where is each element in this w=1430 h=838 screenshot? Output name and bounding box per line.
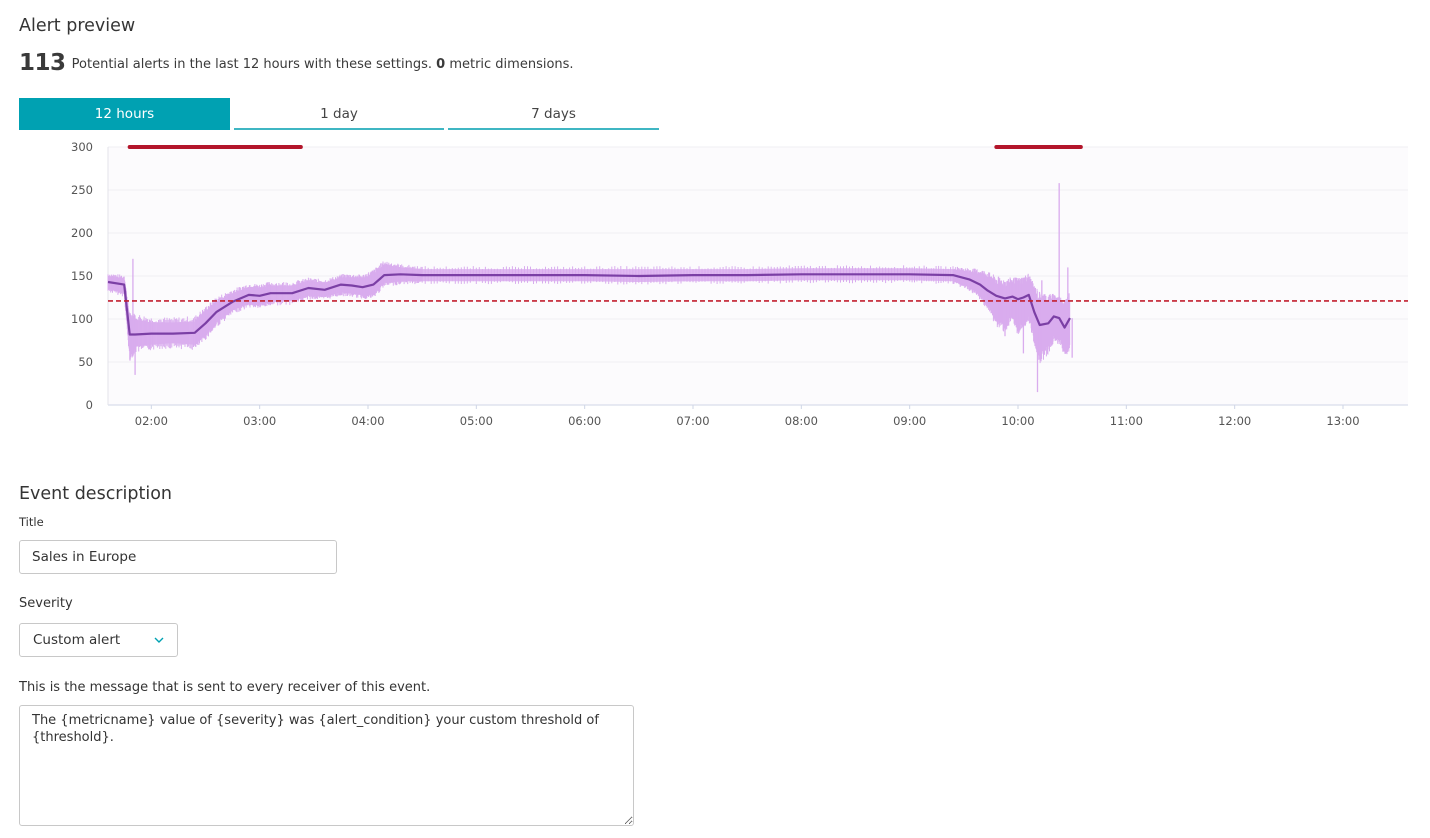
y-tick-label: 150 bbox=[71, 269, 93, 283]
x-tick-label: 09:00 bbox=[893, 414, 926, 428]
y-tick-label: 200 bbox=[71, 226, 93, 240]
y-tick-label: 100 bbox=[71, 312, 93, 326]
tab-1-day[interactable]: 1 day bbox=[234, 98, 444, 130]
x-tick-label: 11:00 bbox=[1110, 414, 1143, 428]
x-tick-label: 05:00 bbox=[460, 414, 493, 428]
alert-summary: 113 Potential alerts in the last 12 hour… bbox=[19, 50, 574, 76]
x-tick-label: 04:00 bbox=[351, 414, 384, 428]
title-label: Title bbox=[19, 515, 44, 529]
event-description-heading: Event description bbox=[19, 484, 172, 504]
severity-selected-value: Custom alert bbox=[33, 632, 121, 648]
tab-12-hours[interactable]: 12 hours bbox=[19, 98, 230, 130]
chevron-down-icon bbox=[154, 637, 164, 643]
y-tick-label: 0 bbox=[86, 398, 93, 412]
series-line-group bbox=[107, 273, 1071, 336]
severity-label: Severity bbox=[19, 596, 73, 611]
potential-alerts-count: 113 bbox=[19, 50, 66, 76]
title-input[interactable] bbox=[19, 540, 337, 574]
series-line bbox=[107, 273, 1071, 336]
metric-dimensions-label: metric dimensions. bbox=[449, 57, 574, 72]
metric-dimensions-count: 0 bbox=[436, 57, 446, 72]
x-tick-label: 06:00 bbox=[568, 414, 601, 428]
x-tick-label: 08:00 bbox=[785, 414, 818, 428]
message-textarea[interactable]: The {metricname} value of {severity} was… bbox=[19, 705, 634, 826]
y-tick-label: 300 bbox=[71, 140, 93, 154]
x-axis-ticks: 02:00 03:00 04:00 05:00 06:00 07:00 08:00 09:00… bbox=[135, 414, 1360, 428]
message-label: This is the message that is sent to ever… bbox=[19, 680, 431, 695]
x-tick-label: 02:00 bbox=[135, 414, 168, 428]
x-tick-label: 13:00 bbox=[1326, 414, 1359, 428]
x-tick-label: 03:00 bbox=[243, 414, 276, 428]
y-tick-label: 50 bbox=[78, 355, 93, 369]
severity-select[interactable]: Custom alert bbox=[19, 623, 178, 657]
y-tick-label: 250 bbox=[71, 183, 93, 197]
potential-alerts-text: Potential alerts in the last 12 hours wi… bbox=[71, 57, 432, 72]
x-tick-label: 10:00 bbox=[1001, 414, 1034, 428]
x-tick-label: 07:00 bbox=[676, 414, 709, 428]
x-tick-label: 12:00 bbox=[1218, 414, 1251, 428]
alert-preview-heading: Alert preview bbox=[19, 16, 136, 36]
y-axis-ticks: 300 250 200 150 100 50 0 bbox=[71, 140, 93, 412]
tab-7-days[interactable]: 7 days bbox=[448, 98, 659, 130]
